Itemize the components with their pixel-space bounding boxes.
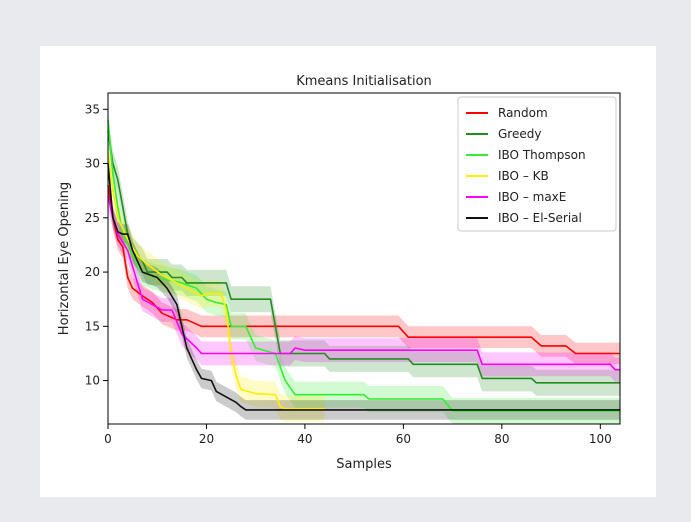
band-ibo-kb	[108, 139, 325, 422]
x-tick-label: 40	[297, 432, 312, 446]
legend-label-ibo-el-serial: IBO – El-Serial	[498, 211, 582, 225]
x-tick-label: 100	[589, 432, 612, 446]
y-tick-label: 20	[85, 265, 100, 279]
x-tick-label: 80	[494, 432, 509, 446]
series-line-ibo-el-serial	[107, 163, 620, 411]
chart: 0 20 40 60 80 100 10 15 20 25 30 35 Kmeans Initial…	[57, 74, 621, 472]
series-lines	[107, 120, 620, 412]
x-axis-label: Samples	[336, 457, 392, 472]
y-tick-label: 25	[85, 211, 100, 225]
y-tick-label: 35	[85, 102, 100, 116]
x-tick-label: 60	[396, 432, 411, 446]
legend-box	[457, 96, 617, 232]
series-line-ibo-thompson	[107, 120, 620, 412]
x-tick-label: 20	[199, 432, 214, 446]
series-line-random	[107, 185, 620, 355]
series-line-ibo-maxe	[107, 195, 620, 371]
legend-label-ibo-maxe: IBO – maxE	[498, 190, 566, 204]
legend-label-greedy: Greedy	[498, 127, 541, 141]
y-axis-ticks: 10 15 20 25 30 35	[85, 102, 108, 388]
confidence-bands	[108, 107, 620, 424]
plot-frame	[107, 92, 621, 425]
legend-label-ibo-kb: IBO – KB	[498, 169, 549, 183]
chart-title: Kmeans Initialisation	[296, 74, 432, 89]
band-ibo-maxe	[108, 184, 620, 382]
legend-label-random: Random	[498, 106, 548, 120]
y-tick-label: 10	[85, 374, 100, 388]
x-axis-ticks: 0 20 40 60 80 100	[104, 424, 612, 446]
y-axis-label: Horizontal Eye Opening	[57, 182, 72, 335]
legend: Random Greedy IBO Thompson IBO – KB IBO – ma…	[457, 96, 617, 232]
x-tick-label: 0	[104, 432, 112, 446]
band-random	[108, 174, 620, 365]
y-tick-label: 15	[85, 319, 100, 333]
legend-label-ibo-thompson: IBO Thompson	[498, 148, 586, 162]
y-tick-label: 30	[85, 157, 100, 171]
figure-card: 0 20 40 60 80 100 10 15 20 25 30 35 Kmeans Initial…	[40, 46, 656, 497]
